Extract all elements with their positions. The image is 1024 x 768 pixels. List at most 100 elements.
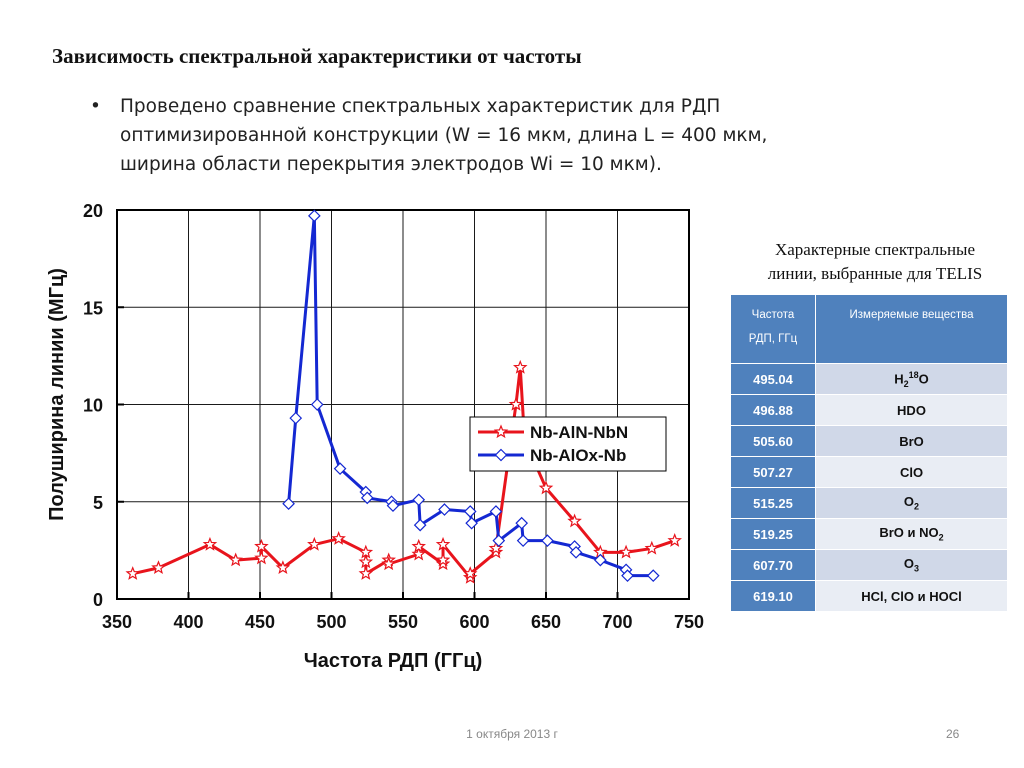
star-marker: [331, 531, 346, 545]
substance-text: O: [903, 494, 915, 510]
x-tick-label: 600: [459, 612, 489, 632]
header-substances: Измеряемые вещества: [815, 294, 1008, 364]
linewidth-chart: 350 400 450 500 550 600 650 700 750 0 5 10 15 20 Часто…: [0, 190, 720, 685]
spectral-lines-table: Частота РДП, ГГц Измеряемые вещества 495…: [730, 294, 1008, 612]
x-tick-label: 750: [674, 612, 704, 632]
star-marker: [254, 550, 269, 565]
star-marker: [228, 552, 243, 567]
diamond-marker: [289, 411, 303, 425]
footer-date: 1 октября 2013 г: [466, 727, 558, 741]
diamond-marker: [310, 398, 324, 411]
substance-text: 2: [938, 532, 944, 543]
x-tick-label: 550: [388, 612, 418, 632]
frequency-cell: 495.04: [730, 363, 816, 395]
star-marker: [508, 396, 524, 411]
substance-text: 2: [903, 378, 909, 389]
diamond-marker: [541, 534, 554, 547]
diamond-marker: [494, 448, 508, 462]
diamond-marker: [333, 462, 347, 476]
star-marker: [538, 480, 554, 495]
x-tick-label: 350: [102, 612, 132, 632]
table-row: 515.25 O2: [730, 487, 1008, 519]
x-tick-label: 700: [602, 612, 632, 632]
table-row: 495.04 H218O: [730, 363, 1008, 395]
star-marker: [462, 569, 478, 584]
diamond-marker: [492, 534, 506, 547]
bullet-line: ширина области перекрытия электродов Wi …: [120, 154, 662, 175]
star-marker: [381, 556, 396, 571]
table-caption: Характерные спектральные линии, выбранны…: [730, 238, 1020, 286]
legend-label: Nb-AlOx-Nb: [530, 446, 626, 465]
diamond-marker: [412, 493, 426, 507]
star-marker: [125, 566, 141, 580]
star-marker: [435, 552, 451, 567]
header-substances-label: Измеряемые вещества: [849, 309, 974, 321]
diamond-marker: [386, 499, 400, 512]
frequency-cell: 507.27: [730, 456, 816, 488]
header-frequency-line: РДП, ГГц: [748, 333, 798, 345]
substance-cell: BrO и NO2: [815, 518, 1008, 550]
chart-svg: 350 400 450 500 550 600 650 700 750 0 5 10 15 20 Часто…: [46, 201, 704, 672]
table-header-row: Частота РДП, ГГц Измеряемые вещества: [730, 294, 1008, 364]
caption-line: Характерные спектральные: [774, 240, 976, 259]
slide-title: Зависимость спектральной характеристики …: [52, 44, 582, 68]
diamond-marker: [569, 545, 583, 559]
diamond-marker: [438, 503, 451, 516]
star-marker: [567, 513, 582, 528]
diamond-marker: [593, 553, 607, 567]
caption-line: линии, выбранные для TELIS: [767, 264, 983, 283]
frequency-cell: 496.88: [730, 394, 816, 426]
star-marker: [307, 536, 322, 551]
substance-text: 2: [914, 501, 920, 512]
x-axis-label: Частота РДП (ГГц): [304, 650, 483, 672]
y-tick-label: 15: [83, 298, 103, 318]
table-row: 505.60 BrO: [730, 425, 1008, 457]
x-tick-label: 650: [531, 612, 561, 632]
table-row: 507.27 ClO: [730, 456, 1008, 488]
star-marker: [435, 536, 451, 551]
substance-cell: HCl, ClO и HOCl: [815, 580, 1008, 612]
substance-text: O: [918, 370, 929, 386]
diamond-marker: [516, 534, 530, 547]
x-tick-label: 450: [245, 612, 275, 632]
star-marker: [411, 538, 427, 553]
header-frequency-line: Частота: [751, 309, 795, 321]
substance-text: O: [903, 556, 915, 572]
diamond-marker: [413, 518, 427, 532]
star-marker: [435, 556, 451, 571]
substance-cell: ClO: [815, 456, 1008, 488]
frequency-cell: 619.10: [730, 580, 816, 612]
substance-text: BrO: [899, 433, 924, 449]
star-marker: [151, 560, 166, 575]
bullet-line: Проведено сравнение спектральных характе…: [120, 96, 721, 117]
frequency-cell: 515.25: [730, 487, 816, 519]
star-marker: [493, 424, 509, 439]
substance-cell: H218O: [815, 363, 1008, 395]
star-marker: [644, 540, 660, 555]
diamond-marker: [282, 497, 295, 511]
diamond-marker: [307, 209, 321, 223]
star-marker: [488, 544, 504, 559]
frequency-cell: 505.60: [730, 425, 816, 457]
diamond-marker: [465, 516, 478, 530]
star-marker: [667, 533, 682, 547]
star-marker: [618, 544, 634, 559]
legend-box: [469, 416, 667, 472]
diamond-marker: [621, 569, 634, 583]
diamond-marker: [646, 569, 660, 583]
substance-cell: O2: [815, 487, 1008, 519]
x-tick-label: 400: [173, 612, 203, 632]
star-marker: [358, 554, 374, 569]
star-marker: [512, 359, 528, 374]
substance-cell: HDO: [815, 394, 1008, 426]
star-marker: [202, 536, 218, 551]
page-number: 26: [946, 727, 960, 741]
y-tick-label: 5: [93, 493, 103, 513]
star-marker: [254, 538, 269, 553]
bullet-line: оптимизированной конструкции (W = 16 мкм…: [120, 125, 768, 146]
table-row: 519.25 BrO и NO2: [730, 518, 1008, 550]
star-marker: [462, 566, 478, 580]
table-body: 495.04 H218O 496.88 HDO 505.60 BrO 507.27 ClO 51…: [730, 363, 1008, 612]
star-marker: [358, 566, 374, 580]
y-tick-label: 20: [83, 201, 103, 221]
